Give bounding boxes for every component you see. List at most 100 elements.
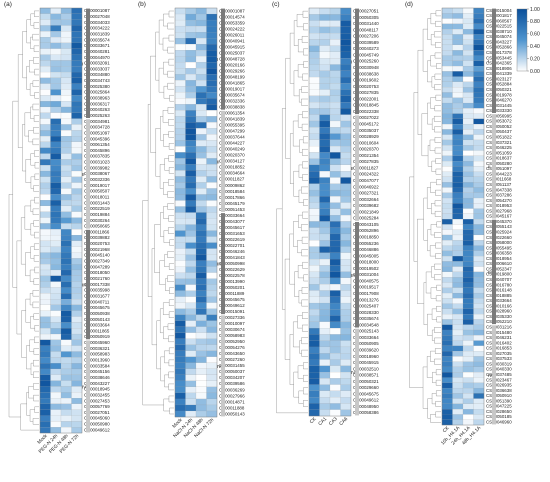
gene-label: CS00050143 xyxy=(84,317,110,322)
gene-label: CS00035998 xyxy=(84,288,110,293)
heatmap-cell xyxy=(473,393,485,399)
heatmap-cell xyxy=(308,158,320,166)
heatmap-cell xyxy=(185,170,197,177)
heatmap-cell xyxy=(185,278,197,285)
heatmap-cell xyxy=(206,272,218,279)
gene-label: CS00035674 xyxy=(353,316,379,321)
heatmap-cell xyxy=(319,158,331,166)
heatmap-cell xyxy=(308,259,320,266)
heatmap-cell xyxy=(319,246,331,253)
heatmap-cell xyxy=(195,404,207,412)
heatmap-cell xyxy=(71,415,83,422)
heatmap-cell xyxy=(174,74,186,81)
heatmap-cell xyxy=(50,333,62,340)
heatmap-cell xyxy=(308,20,320,27)
heatmap-cell xyxy=(39,275,51,282)
heatmap-cell xyxy=(452,39,464,46)
gene-label: CS00025260 xyxy=(353,59,379,64)
heatmap-cell xyxy=(50,304,62,311)
heatmap-cell xyxy=(71,281,83,288)
heatmap-cell xyxy=(441,155,453,162)
heatmap-cell xyxy=(452,287,464,294)
heatmap-cell xyxy=(50,234,62,241)
gene-label: CS00031440 xyxy=(353,21,379,26)
gene-label: CS00035330 xyxy=(486,314,512,319)
heatmap-cell xyxy=(329,346,341,354)
gene-label: CS00018011 xyxy=(84,194,110,199)
heatmap-cell xyxy=(206,236,218,243)
heatmap-cell xyxy=(452,314,464,320)
heatmap-cell xyxy=(174,116,186,123)
gene-label: CS00011889 xyxy=(219,291,245,296)
heatmap-cell xyxy=(206,266,218,273)
heatmap-cell xyxy=(39,48,51,55)
group-label: III xyxy=(351,273,355,278)
heatmap-cell xyxy=(473,256,485,262)
heatmap-cell xyxy=(308,277,320,285)
heatmap-cell xyxy=(462,187,474,193)
heatmap-cell xyxy=(473,419,485,426)
heatmap-cell xyxy=(185,272,197,279)
heatmap-cell xyxy=(473,403,485,410)
group-label: IV xyxy=(488,373,493,378)
dendrogram-tree xyxy=(142,10,174,415)
heatmap-cell xyxy=(50,392,62,399)
heatmap-cell xyxy=(195,176,207,183)
heatmap-cell xyxy=(39,351,51,358)
heatmap-cell xyxy=(50,136,62,143)
heatmap-cell xyxy=(195,182,207,189)
panel-d: (d)CS00015004CS00001817CS00060567CS00022… xyxy=(405,1,512,446)
heatmap-cell xyxy=(473,34,485,40)
heatmap-cell xyxy=(185,140,197,147)
heatmap-cell xyxy=(195,19,207,27)
heatmap-cell xyxy=(60,258,72,265)
heatmap-cell xyxy=(71,124,83,131)
gene-label: CS00054276 xyxy=(219,345,245,350)
heatmap-cell xyxy=(50,339,62,346)
gene-label: CS00040281 xyxy=(84,49,110,54)
heatmap-cell xyxy=(71,386,83,393)
heatmap-cell xyxy=(441,387,453,394)
gene-label: CS00019602 xyxy=(353,78,379,83)
heatmap-cell xyxy=(50,188,62,195)
heatmap-cell xyxy=(452,303,464,309)
gene-label: CS00018850 xyxy=(353,234,379,239)
gene-label: CS00027051 xyxy=(353,9,379,14)
gene-label: CS00040249 xyxy=(219,147,245,152)
heatmap-cell xyxy=(39,112,51,119)
heatmap-cell xyxy=(185,254,197,261)
heatmap-cell xyxy=(452,213,464,220)
heatmap-cell xyxy=(308,409,320,417)
heatmap-cell xyxy=(195,410,207,418)
heatmap-cell xyxy=(50,194,62,201)
heatmap-cell xyxy=(185,200,197,207)
heatmap-cell xyxy=(473,340,485,346)
heatmap-cell xyxy=(39,269,51,276)
heatmap-cell xyxy=(462,76,474,83)
heatmap-cell xyxy=(462,155,474,162)
heatmap-cell xyxy=(50,252,62,259)
heatmap-cell xyxy=(206,410,218,418)
heatmap-cell xyxy=(206,248,218,255)
heatmap-cell xyxy=(50,275,62,282)
heatmap-cell xyxy=(50,13,62,20)
heatmap-cell xyxy=(50,293,62,300)
heatmap-cell xyxy=(452,234,464,241)
heatmap-cell xyxy=(50,153,62,160)
gene-label: CS00061354 xyxy=(84,142,110,147)
heatmap-cell xyxy=(319,346,331,354)
heatmap-cell xyxy=(60,264,72,271)
heatmap-cell xyxy=(60,363,72,370)
heatmap-cell xyxy=(60,95,72,102)
heatmap-cell xyxy=(71,48,83,55)
gene-label: CS00033664 xyxy=(486,298,512,303)
heatmap-cell xyxy=(319,259,331,266)
heatmap-cell xyxy=(452,324,464,331)
gene-label: CS00021849 xyxy=(353,209,379,214)
gene-label: CS00046270 xyxy=(486,98,512,103)
heatmap-cell xyxy=(319,14,331,21)
heatmap-cell xyxy=(39,246,51,253)
heatmap-cell xyxy=(174,296,186,303)
